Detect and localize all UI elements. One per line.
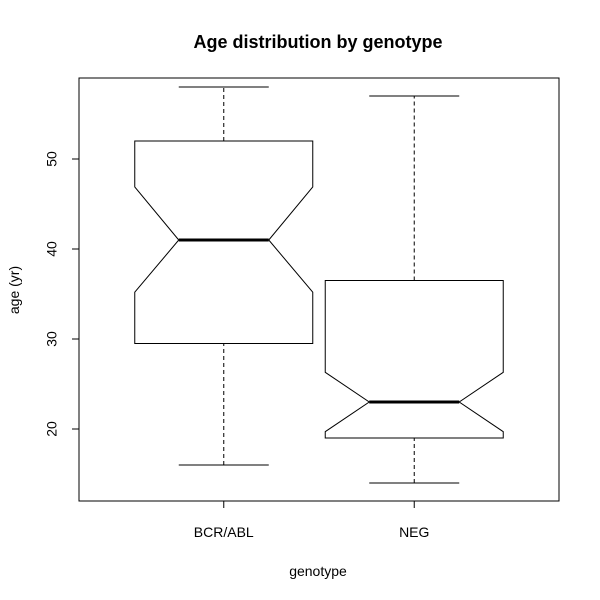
chart-title: Age distribution by genotype	[193, 32, 442, 52]
y-tick-label: 40	[44, 241, 60, 257]
x-axis-label: genotype	[289, 563, 347, 579]
notched-box	[134, 140, 314, 344]
box-bcr-abl	[134, 86, 314, 466]
y-tick-label: 50	[44, 151, 60, 167]
boxes-group	[134, 86, 504, 484]
x-axis: BCR/ABL NEG	[194, 500, 429, 540]
x-tick-label: BCR/ABL	[194, 524, 254, 540]
x-tick-label: NEG	[399, 524, 429, 540]
notched-box	[324, 280, 504, 439]
y-axis: 20 30 40 50	[44, 151, 80, 437]
y-axis-label: age (yr)	[6, 266, 22, 314]
box-neg	[324, 95, 504, 484]
y-tick-label: 20	[44, 421, 60, 437]
y-tick-label: 30	[44, 331, 60, 347]
